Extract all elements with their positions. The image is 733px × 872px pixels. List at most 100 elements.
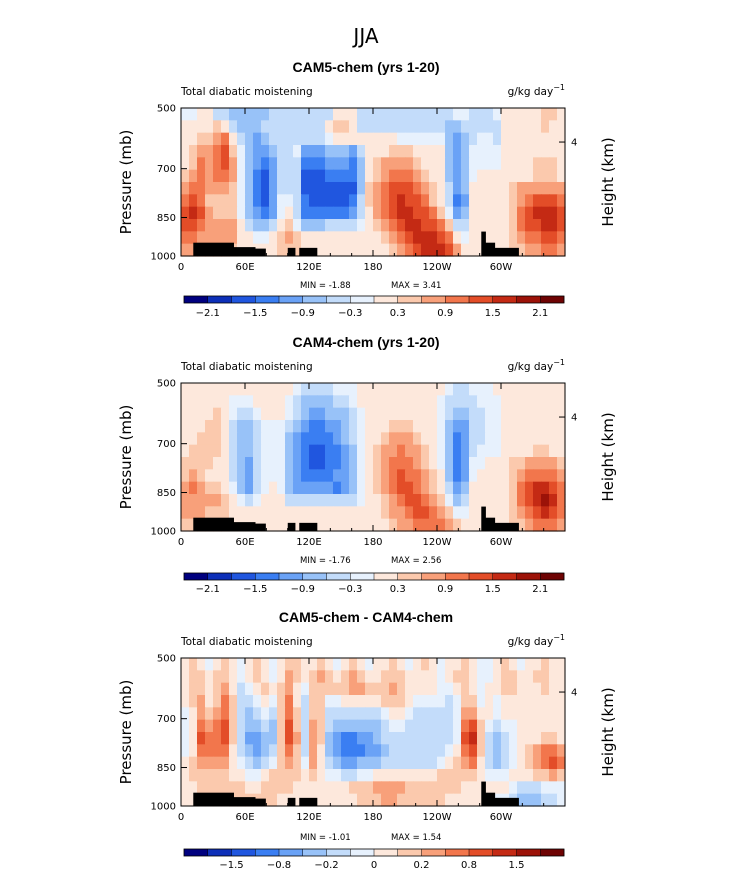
heatmap-cell <box>517 670 526 684</box>
heatmap-cell <box>453 494 462 507</box>
heatmap-cell <box>189 182 198 195</box>
heatmap-cell <box>421 670 430 684</box>
heatmap-cell <box>413 781 422 795</box>
heatmap-cell <box>445 670 454 684</box>
heatmap-cell <box>197 481 206 495</box>
heatmap-cell <box>221 506 230 520</box>
heatmap-cell <box>205 707 214 721</box>
heatmap-cell <box>485 469 494 483</box>
heatmap-cell <box>237 206 246 220</box>
heatmap-cell <box>533 682 542 696</box>
colorbar-swatch <box>492 573 517 580</box>
heatmap-cell <box>293 769 302 782</box>
heatmap-cell <box>245 756 254 770</box>
heatmap-cell <box>285 145 294 158</box>
heatmap-cell <box>205 206 214 220</box>
heatmap-cell <box>301 707 310 721</box>
heatmap-cell <box>333 781 342 795</box>
heatmap-cell <box>333 420 342 433</box>
heatmap-cell <box>421 658 430 671</box>
heatmap-cell <box>205 506 214 520</box>
heatmap-cell <box>533 756 542 770</box>
heatmap-cell <box>221 407 230 421</box>
heatmap-cell <box>421 432 430 446</box>
colorbar-swatch <box>350 573 375 580</box>
heatmap-cell <box>333 707 342 721</box>
heatmap-cell <box>221 756 230 770</box>
heatmap-cell <box>309 194 318 208</box>
heatmap-cell <box>285 182 294 195</box>
heatmap-cell <box>509 658 518 671</box>
heatmap-cell <box>517 469 526 483</box>
heatmap-cell <box>389 395 398 409</box>
heatmap-cell <box>381 695 390 708</box>
heatmap-cell <box>421 682 430 696</box>
heatmap-cell <box>261 231 270 245</box>
heatmap-cell <box>349 506 358 520</box>
heatmap-cell <box>557 695 566 708</box>
heatmap-cell <box>445 395 454 409</box>
heatmap-cell <box>293 756 302 770</box>
heatmap-cell <box>357 383 366 396</box>
heatmap-cell <box>357 206 366 220</box>
heatmap-cell <box>261 682 270 696</box>
heatmap-cell <box>341 206 350 220</box>
heatmap-cell <box>317 506 326 520</box>
heatmap-cell <box>501 682 510 696</box>
topography-mask <box>484 517 496 531</box>
heatmap-cell <box>269 243 278 257</box>
heatmap-cell <box>325 120 334 134</box>
heatmap-cell <box>389 420 398 433</box>
heatmap-cell <box>309 132 318 146</box>
heatmap-cell <box>541 182 550 195</box>
heatmap-cell <box>517 132 526 146</box>
heatmap-cell <box>533 670 542 684</box>
heatmap-cell <box>365 432 374 446</box>
heatmap-cell <box>533 793 542 807</box>
heatmap-cell <box>277 108 286 121</box>
heatmap-cell <box>421 444 430 458</box>
heatmap-cell <box>221 420 230 433</box>
chart-panel-2: CAM4-chem (yrs 1-20)Total diabatic moist… <box>117 334 617 595</box>
heatmap-cell <box>373 145 382 158</box>
colorbar-label: 2.1 <box>532 584 548 595</box>
heatmap-cell <box>381 457 390 470</box>
heatmap-cell <box>533 744 542 758</box>
heatmap-cell <box>493 719 502 733</box>
heatmap-cell <box>325 383 334 396</box>
heatmap-cell <box>477 182 486 195</box>
colorbar-label: −0.3 <box>338 584 362 595</box>
heatmap-cell <box>237 707 246 721</box>
heatmap-cell <box>293 395 302 409</box>
heatmap-cell <box>541 469 550 483</box>
heatmap-cell <box>365 707 374 721</box>
heatmap-cell <box>349 182 358 195</box>
heatmap-cell <box>245 658 254 671</box>
heatmap-cell <box>261 756 270 770</box>
heatmap-cell <box>269 169 278 183</box>
x-tick-label: 180 <box>363 812 382 823</box>
heatmap-cell <box>389 658 398 671</box>
heatmap-cell <box>349 793 358 807</box>
heatmap-cell <box>229 719 238 733</box>
heatmap-cell <box>509 707 518 721</box>
heatmap-cell <box>557 432 566 446</box>
heatmap-cell <box>221 732 230 745</box>
heatmap-cell <box>221 494 230 507</box>
heatmap-cell <box>485 695 494 708</box>
heatmap-cell <box>405 469 414 483</box>
heatmap-cell <box>301 132 310 146</box>
heatmap-cell <box>405 219 414 232</box>
heatmap-cell <box>469 732 478 745</box>
heatmap-cell <box>381 206 390 220</box>
colorbar-swatch <box>516 849 541 856</box>
heatmap-cell <box>477 157 486 171</box>
heatmap-cell <box>517 407 526 421</box>
heatmap-cell <box>429 457 438 470</box>
heatmap-cell <box>365 469 374 483</box>
heatmap-cell <box>333 157 342 171</box>
colorbar-label: −1.5 <box>243 584 267 595</box>
heatmap-cell <box>461 732 470 745</box>
heatmap-cell <box>277 769 286 782</box>
heatmap-cell <box>325 494 334 507</box>
